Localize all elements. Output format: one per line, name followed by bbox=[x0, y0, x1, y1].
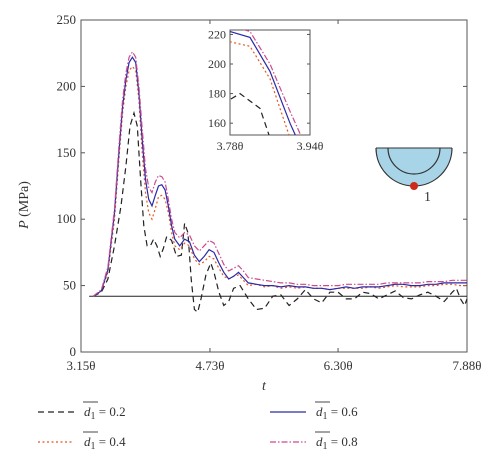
legend-label-subscript: 1 bbox=[91, 441, 96, 452]
legend-label-subscript: 1 bbox=[323, 411, 328, 422]
inset-y-tick-label: 160 bbox=[208, 116, 226, 130]
legend-label-symbol: d bbox=[316, 434, 323, 449]
y-tick-label: 50 bbox=[63, 278, 76, 293]
series-line bbox=[92, 65, 467, 297]
legend-label-value: = 0.2 bbox=[96, 404, 126, 419]
y-tick-label: 250 bbox=[57, 12, 77, 27]
y-axis-label: P (MPa) bbox=[17, 181, 32, 230]
pipe-diagram: 1 bbox=[375, 147, 453, 205]
legend-label-value: = 0.6 bbox=[328, 404, 359, 419]
inset-series bbox=[230, 30, 302, 135]
legend-label-subscript: 1 bbox=[323, 441, 328, 452]
inset-series-line bbox=[230, 41, 290, 135]
inset-frame bbox=[229, 29, 311, 136]
x-tick-label: 7.88θ bbox=[453, 358, 482, 373]
inset-y-tick-label: 200 bbox=[208, 57, 226, 71]
y-tick-label: 0 bbox=[70, 344, 77, 359]
series-layer bbox=[92, 50, 468, 314]
legend-label-subscript: 1 bbox=[91, 411, 96, 422]
legend-label-symbol: d bbox=[84, 434, 91, 449]
pipe-inner-arc bbox=[387, 147, 441, 175]
series-line bbox=[92, 56, 467, 297]
legend-label-value: = 0.4 bbox=[96, 434, 127, 449]
legend-label-symbol: d bbox=[84, 404, 91, 419]
inset-series-line bbox=[242, 30, 302, 135]
y-tick-label: 100 bbox=[57, 211, 77, 226]
x-tick-label: 3.15θ bbox=[67, 358, 96, 373]
legend-label: d1 = 0.8 bbox=[316, 434, 358, 452]
legend-label: d1 = 0.2 bbox=[84, 404, 126, 422]
legend-label: d1 = 0.6 bbox=[316, 404, 358, 422]
pipe-fill bbox=[376, 148, 452, 186]
y-tick-label: 150 bbox=[57, 145, 77, 160]
legend-label-value: = 0.8 bbox=[328, 434, 358, 449]
series-line bbox=[92, 50, 467, 297]
y-axis-label-unit: (MPa) bbox=[17, 181, 32, 221]
inset-layer: 160 180 200 220 3.78θ 3.94θ bbox=[208, 27, 324, 153]
legend-label-symbol: d bbox=[316, 404, 323, 419]
y-axis: 0 50 100 150 200 250 bbox=[57, 12, 467, 359]
legend: d1 = 0.2d1 = 0.4d1 = 0.6d1 = 0.8 bbox=[38, 401, 358, 452]
inset-x-tick-label: 3.78θ bbox=[217, 139, 244, 153]
measure-point-label: 1 bbox=[424, 190, 431, 205]
y-axis-label-var: P bbox=[17, 220, 32, 230]
x-axis: 3.15θ 4.73θ 6.30θ 7.88θ bbox=[67, 20, 482, 373]
x-tick-label: 4.73θ bbox=[195, 358, 224, 373]
x-tick-label: 6.30θ bbox=[324, 358, 353, 373]
inset-x-tick-label: 3.94θ bbox=[297, 139, 324, 153]
inset-series-line bbox=[230, 30, 296, 135]
x-axis-label: t bbox=[262, 379, 267, 394]
inset-y-tick-label: 180 bbox=[208, 87, 226, 101]
measure-point-dot bbox=[410, 182, 418, 190]
y-tick-label: 200 bbox=[57, 78, 77, 93]
legend-label: d1 = 0.4 bbox=[84, 434, 126, 452]
inset-y-tick-label: 220 bbox=[208, 27, 226, 41]
